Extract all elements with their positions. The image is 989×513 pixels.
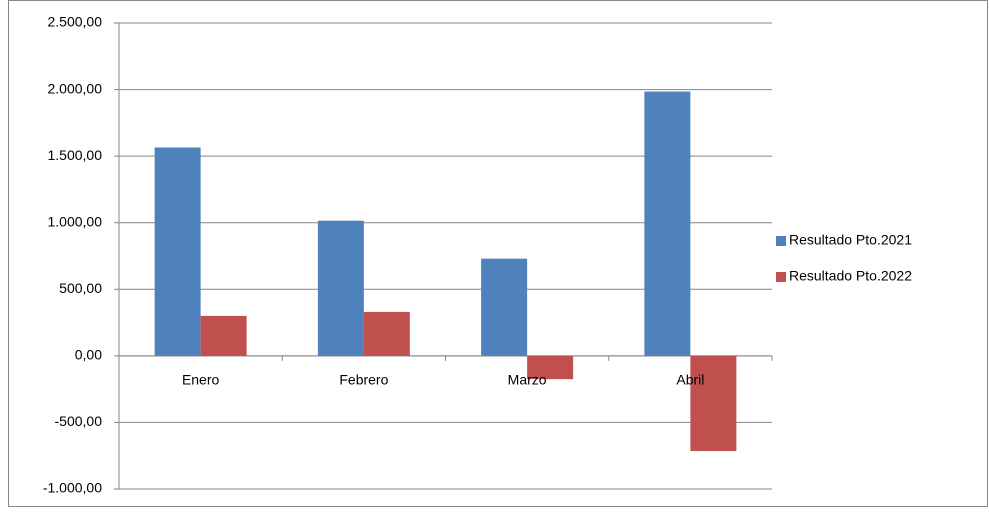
x-tick-label: Febrero (339, 372, 388, 388)
x-tick-label: Enero (182, 372, 220, 388)
bar (154, 147, 201, 356)
x-tick-label: Abril (676, 372, 704, 388)
y-tick-label: 2.500,00 (48, 14, 103, 30)
bar (690, 355, 737, 452)
bar (200, 315, 247, 356)
bar (363, 311, 410, 356)
y-tick-label: 2.000,00 (48, 80, 103, 96)
bar (481, 258, 528, 356)
bar (527, 355, 574, 380)
bar (317, 220, 364, 356)
x-tick-label: Marzo (508, 372, 547, 388)
y-tick-label: -1.000,00 (43, 480, 102, 496)
y-tick-label: 0,00 (75, 347, 102, 363)
y-tick-label: 1.500,00 (48, 147, 103, 163)
legend-swatch (776, 236, 786, 246)
y-tick-label: 1.000,00 (48, 213, 103, 229)
y-tick-label: -500,00 (55, 413, 103, 429)
y-tick-label: 500,00 (59, 280, 102, 296)
legend-label: Resultado Pto.2021 (789, 232, 912, 248)
bar (644, 91, 691, 356)
legend-swatch (776, 272, 786, 282)
legend-label: Resultado Pto.2022 (789, 268, 912, 284)
